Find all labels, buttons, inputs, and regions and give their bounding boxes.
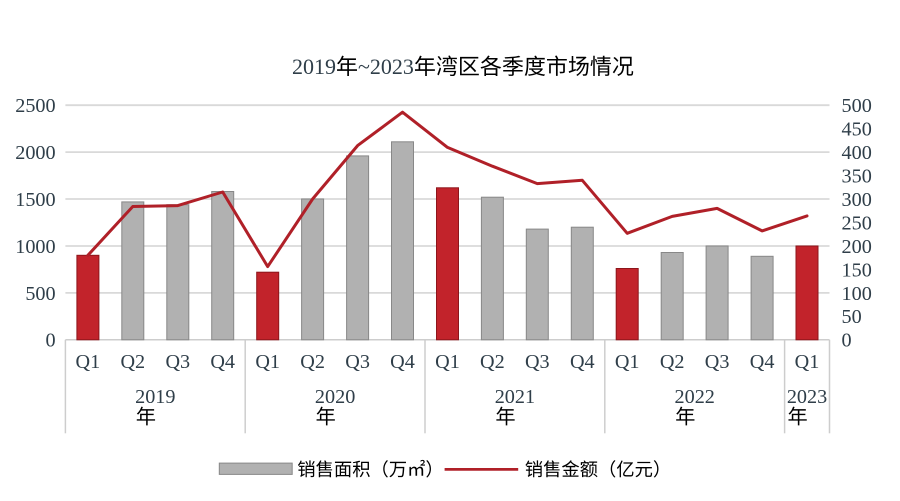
- svg-text:Q2: Q2: [660, 351, 685, 373]
- svg-text:100: 100: [842, 283, 872, 305]
- svg-text:Q1: Q1: [615, 351, 640, 373]
- svg-text:Q1: Q1: [795, 351, 820, 373]
- svg-text:2500: 2500: [15, 95, 55, 117]
- svg-text:2000: 2000: [15, 142, 55, 164]
- svg-text:Q4: Q4: [390, 351, 415, 373]
- svg-text:2020: 2020: [315, 386, 355, 408]
- svg-text:Q2: Q2: [480, 351, 505, 373]
- svg-text:450: 450: [842, 119, 872, 141]
- svg-text:2021: 2021: [495, 386, 535, 408]
- svg-text:300: 300: [842, 189, 872, 211]
- svg-text:1500: 1500: [15, 189, 55, 211]
- svg-text:1000: 1000: [15, 236, 55, 258]
- svg-text:150: 150: [842, 259, 872, 281]
- svg-text:Q3: Q3: [165, 351, 190, 373]
- svg-text:200: 200: [842, 236, 872, 258]
- svg-text:2023: 2023: [370, 54, 414, 79]
- svg-text:2023: 2023: [787, 386, 827, 408]
- svg-text:Q2: Q2: [120, 351, 145, 373]
- svg-text:Q3: Q3: [705, 351, 730, 373]
- svg-text:Q2: Q2: [300, 351, 325, 373]
- svg-text:Q1: Q1: [76, 351, 101, 373]
- svg-text:0: 0: [46, 330, 56, 352]
- svg-text:500: 500: [842, 95, 872, 117]
- svg-text:250: 250: [842, 212, 872, 234]
- svg-text:Q3: Q3: [345, 351, 370, 373]
- svg-text:~: ~: [358, 54, 370, 79]
- svg-text:Q1: Q1: [435, 351, 460, 373]
- svg-text:Q4: Q4: [210, 351, 235, 373]
- svg-text:350: 350: [842, 166, 872, 188]
- svg-text:500: 500: [25, 283, 55, 305]
- svg-text:Q1: Q1: [255, 351, 280, 373]
- svg-text:Q3: Q3: [525, 351, 550, 373]
- svg-text:2019: 2019: [135, 386, 175, 408]
- svg-text:2019: 2019: [292, 54, 336, 79]
- svg-text:2022: 2022: [675, 386, 715, 408]
- svg-text:Q4: Q4: [570, 351, 595, 373]
- svg-text:Q4: Q4: [750, 351, 775, 373]
- svg-text:400: 400: [842, 142, 872, 164]
- svg-text:50: 50: [842, 306, 862, 328]
- svg-text:0: 0: [842, 330, 852, 352]
